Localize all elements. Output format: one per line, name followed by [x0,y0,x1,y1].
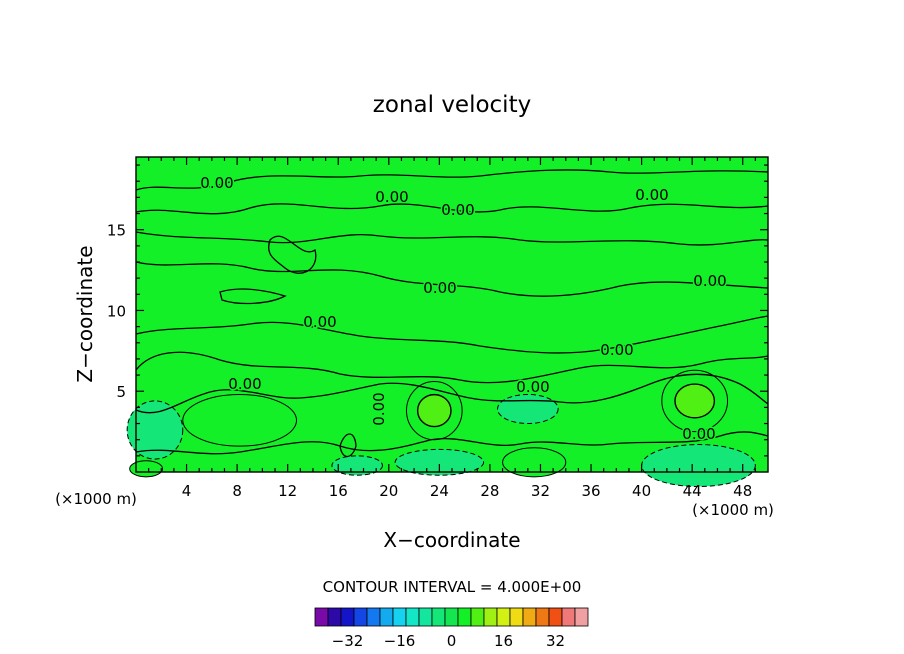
colorbar [314,607,589,627]
y-tick-label: 10 [107,302,126,320]
contour-label: 0.00 [228,375,261,393]
contour-label: 0.00 [370,392,388,425]
colorbar-swatch [483,607,498,627]
colorbar-swatch [418,607,433,627]
x-tick-label: 40 [632,482,651,500]
zero-contour-line [135,373,769,414]
negative-region [126,400,184,460]
colorbar-tick-label: 32 [546,632,565,650]
colorbar-swatch [392,607,407,627]
positive-region-core [674,383,716,419]
x-axis-label: X−coordinate [383,528,520,552]
negative-region [394,448,485,476]
positive-region [182,393,298,447]
contour-label: 0.00 [200,174,233,192]
x-tick-label: 44 [683,482,702,500]
colorbar-tick-label: 16 [494,632,513,650]
colorbar-tick-label: 0 [447,632,457,650]
contour-label: 0.00 [635,186,668,204]
colorbar-swatch [574,607,589,627]
negative-region [641,444,756,488]
zero-contour-line [268,235,317,274]
contour-label: 0.00 [375,188,408,206]
colorbar-swatch [522,607,537,627]
x-tick-label: 36 [581,482,600,500]
colorbar-swatch [340,607,355,627]
zero-contour-line [135,351,769,384]
colorbar-swatch [353,607,368,627]
y-axis-label: Z−coordinate [73,245,97,382]
x-unit-left: (×1000 m) [55,490,137,508]
colorbar-tick-label: −32 [332,632,364,650]
colorbar-swatch [366,607,381,627]
contour-label: 0.00 [682,425,715,443]
colorbar-swatch [444,607,459,627]
colorbar-swatch [327,607,342,627]
y-tick-label: 5 [116,383,126,401]
x-tick-label: 32 [531,482,550,500]
zero-contour-line [135,169,769,191]
colorbar-swatch [496,607,511,627]
positive-region-core [416,393,452,428]
negative-region [497,393,559,425]
plot-area: 0.00 0.00 0.00 0.00 0.00 0.00 0.00 0.00 0.00 0.00… [126,156,769,488]
negative-region [331,455,383,476]
colorbar-swatch [405,607,420,627]
x-tick-label: 12 [278,482,297,500]
contour-label: 0.00 [516,378,549,396]
colorbar-swatch [470,607,485,627]
colorbar-swatch [535,607,550,627]
zero-contour-line [135,315,769,354]
x-tick-label: 24 [430,482,449,500]
colorbar-swatch [379,607,394,627]
contour-label: 0.00 [693,272,726,290]
contour-interval-note: CONTOUR INTERVAL = 4.000E+00 [323,578,582,596]
zero-contour-line [135,203,769,215]
colorbar-swatch [314,607,329,627]
zero-contour-line [135,431,769,455]
contour-label: 0.00 [600,341,633,359]
contour-label: 0.00 [441,201,474,219]
zero-contour-line [135,261,769,297]
x-tick-label: 20 [379,482,398,500]
contour-label: 0.00 [423,279,456,297]
positive-regions [129,369,729,478]
y-tick-label: 15 [107,222,126,240]
positive-region [129,460,164,478]
axis-ticks [136,157,768,472]
y-axis: 5 10 15 [107,222,126,402]
colorbar-swatch [561,607,576,627]
positive-region [502,447,567,478]
x-tick-label: 48 [733,482,752,500]
x-tick-label: 4 [182,482,192,500]
x-tick-label: 8 [232,482,242,500]
negative-regions [126,393,756,488]
colorbar-tick-label: −16 [384,632,416,650]
x-tick-label: 28 [480,482,499,500]
x-axis: 4 8 12 16 20 24 28 32 36 40 44 48 [182,482,752,500]
x-unit-right: (×1000 m) [692,501,774,519]
zero-contour-line [219,288,287,305]
colorbar-swatch [509,607,524,627]
zero-contour-line [339,433,357,458]
x-tick-label: 16 [329,482,348,500]
colorbar-swatch [431,607,446,627]
colorbar-swatch [548,607,563,627]
colorbar-tick-labels: −32 −16 0 16 32 [332,632,565,650]
zero-contour-labels: 0.00 0.00 0.00 0.00 0.00 0.00 0.00 0.00 0.00 0.00… [199,173,728,445]
zero-contours [135,169,769,458]
chart-title: zonal velocity [373,92,531,118]
zero-contour-line [135,231,769,246]
colorbar-swatch [457,607,472,627]
contour-label: 0.00 [303,313,336,331]
